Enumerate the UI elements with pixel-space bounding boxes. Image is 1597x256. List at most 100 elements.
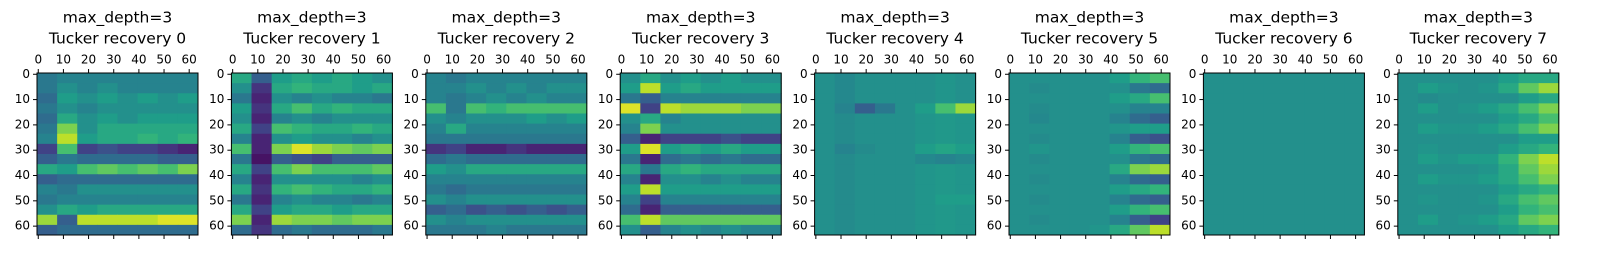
- heat-cell: [620, 184, 641, 195]
- heat-cell: [874, 184, 896, 195]
- heat-cell: [271, 83, 293, 94]
- heat-cell: [1203, 113, 1225, 125]
- y-tick-label: 0: [1189, 67, 1197, 81]
- x-tick-label: 0: [1395, 53, 1403, 67]
- heat-cell: [566, 73, 588, 84]
- heat-cell: [526, 133, 548, 145]
- heat-cell: [1069, 194, 1090, 206]
- heat-cell: [1304, 113, 1325, 125]
- y-tick-label: 20: [987, 117, 1002, 131]
- heat-cell: [486, 174, 507, 185]
- heat-cell: [955, 154, 977, 165]
- heat-cell: [1203, 93, 1225, 104]
- heat-cell: [1089, 133, 1111, 145]
- heat-cell: [620, 73, 641, 84]
- heat-cell: [1478, 174, 1499, 185]
- heat-cell: [311, 214, 333, 226]
- heat-cell: [1263, 83, 1285, 94]
- heat-cell: [1263, 103, 1285, 114]
- y-tick-label: 50: [1181, 193, 1196, 207]
- heat-cell: [915, 83, 936, 94]
- heat-cell: [1344, 174, 1365, 185]
- heat-cell: [1029, 123, 1050, 135]
- heat-cell: [97, 103, 118, 114]
- heat-cell: [425, 103, 447, 114]
- heat-cell: [1324, 194, 1345, 206]
- heat-cell: [506, 103, 527, 114]
- heat-cell: [1397, 184, 1419, 195]
- heat-cell: [466, 204, 487, 216]
- heat-cell: [915, 184, 936, 195]
- heat-cell: [506, 184, 527, 195]
- heat-cell: [251, 113, 273, 125]
- heat-cell: [37, 93, 58, 104]
- heat-cell: [1478, 123, 1499, 135]
- heat-cell: [566, 214, 588, 226]
- heat-cell: [566, 143, 588, 155]
- heat-cell: [1438, 224, 1459, 236]
- heat-cell: [1397, 83, 1419, 94]
- heat-cell: [117, 123, 139, 135]
- heat-cell: [1223, 214, 1245, 226]
- heat-cell: [1397, 154, 1419, 165]
- heat-cell: [546, 224, 568, 236]
- heat-cell: [660, 73, 682, 84]
- y-tick-label: 30: [987, 143, 1002, 157]
- heat-cell: [761, 164, 782, 175]
- heat-cell: [372, 214, 393, 226]
- x-tick-label: 0: [618, 53, 626, 67]
- heat-cell: [1538, 113, 1560, 125]
- heat-cell: [311, 174, 333, 185]
- x-tick-label: 10: [56, 53, 71, 67]
- heat-cell: [1538, 123, 1560, 135]
- x-tick-label: 60: [1542, 53, 1557, 67]
- heat-cell: [1243, 164, 1265, 175]
- heat-cell: [1009, 174, 1030, 185]
- heat-cell: [445, 133, 467, 145]
- axes-frame: [814, 72, 977, 236]
- y-tick-label: 30: [404, 143, 419, 157]
- y-tick-label: 50: [792, 193, 807, 207]
- heat-cell: [1089, 194, 1111, 206]
- heat-cell: [1438, 174, 1459, 185]
- heat-cell: [1397, 214, 1419, 226]
- heat-cell: [720, 154, 742, 165]
- heat-cell: [1283, 214, 1305, 226]
- heat-cell: [97, 224, 118, 236]
- heat-cell: [157, 103, 179, 114]
- heat-cell: [37, 164, 58, 175]
- heat-cell: [137, 194, 159, 206]
- heat-cell: [1049, 133, 1070, 145]
- heat-cell: [77, 83, 98, 94]
- heat-cell: [1223, 154, 1245, 165]
- heat-cell: [1009, 93, 1030, 104]
- heat-cell: [77, 113, 98, 125]
- heat-cell: [915, 113, 936, 125]
- heat-cell: [895, 123, 916, 135]
- heat-cell: [700, 83, 722, 94]
- heat-cell: [291, 214, 313, 226]
- heat-cell: [566, 164, 588, 175]
- heat-cell: [834, 113, 856, 125]
- heat-cell: [1417, 103, 1439, 114]
- axes-frame: [36, 72, 199, 236]
- chart-title: max_depth=3: [1424, 9, 1533, 28]
- heat-cell: [1243, 133, 1265, 145]
- heat-cell: [1344, 143, 1365, 155]
- heat-cell: [660, 123, 682, 135]
- heat-cell: [251, 93, 273, 104]
- y-tick-label: 60: [1376, 219, 1391, 233]
- heat-cell: [720, 214, 742, 226]
- heat-cell: [506, 93, 527, 104]
- heat-cell: [1009, 224, 1030, 236]
- x-tick-label: 60: [765, 53, 780, 67]
- heat-cell: [526, 214, 548, 226]
- heat-cell: [1417, 214, 1439, 226]
- x-tick-label: 0: [812, 53, 820, 67]
- heat-cell: [1438, 214, 1459, 226]
- heat-cell: [311, 224, 333, 236]
- heat-cell: [1069, 73, 1090, 84]
- heat-cell: [720, 103, 742, 114]
- heat-cell: [1149, 194, 1171, 206]
- heat-cell: [814, 224, 836, 236]
